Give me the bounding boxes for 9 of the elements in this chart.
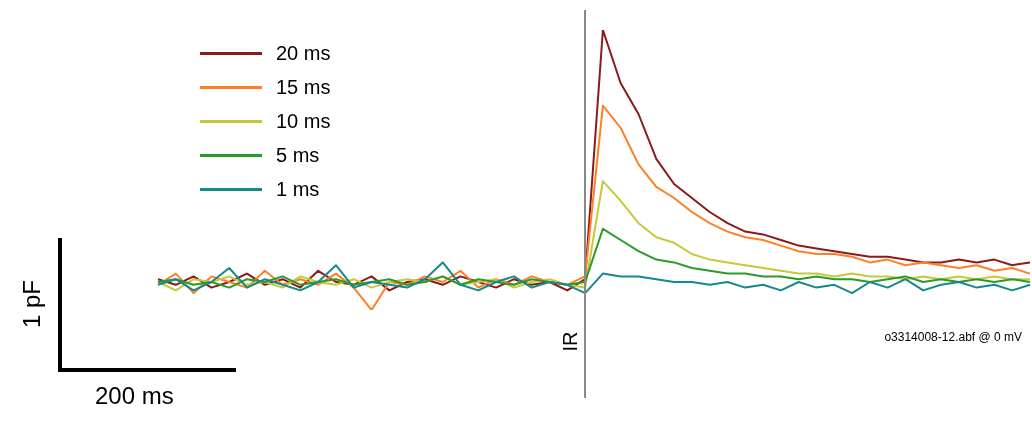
text: IR: [558, 331, 582, 352]
text: o3314008-12.abf @ 0 mV: [884, 330, 1022, 344]
legend-label: 1 ms: [276, 177, 320, 202]
legend-label: 5 ms: [276, 143, 320, 168]
legend-label: 20 ms: [276, 41, 331, 66]
legend-label: 15 ms: [276, 75, 331, 100]
legend-label: 10 ms: [276, 109, 331, 134]
text: 1 pF: [18, 279, 46, 329]
text: 200 ms: [95, 382, 174, 410]
